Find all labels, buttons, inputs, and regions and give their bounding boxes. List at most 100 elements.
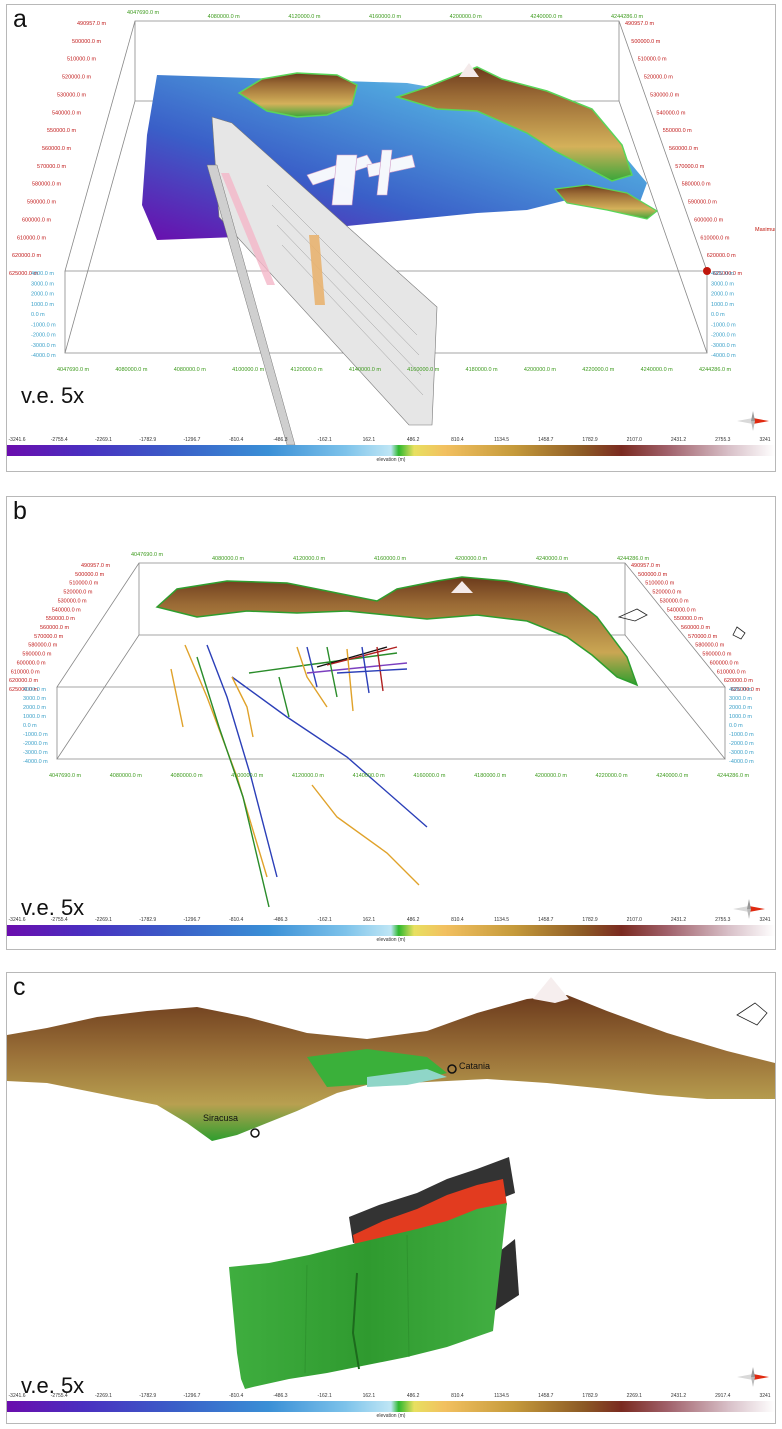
axis-label-top: 4240000.0 m [530,14,563,20]
colorbar-tick: -1296.7 [183,1393,201,1399]
axis-label-left: 540000.0 m [52,607,81,613]
axis-label-right: 590000.0 m [688,200,717,206]
axis-label-depth-right: 4000.0 m [711,271,734,277]
axis-label-left: 520000.0 m [63,590,92,596]
axis-label-right: 570000.0 m [675,164,704,170]
axis-label-left: 490957.0 m [77,21,106,27]
etna-peak-c [533,977,569,1003]
axis-label-left: 610000.0 m [11,669,40,675]
axis-label-depth-right: -3000.0 m [729,750,754,756]
colorbar-tick: 1782.9 [582,437,598,443]
colorbar-tick: 3241 [759,1393,771,1399]
axis-label-right: 530000.0 m [650,92,679,98]
axis-label-left: 580000.0 m [32,182,61,188]
maximum-label: Maximum [755,227,775,233]
axis-label-right: 580000.0 m [695,643,724,649]
axis-label-depth-right: -2000.0 m [711,333,736,339]
axis-label-bottom: 4244286.0 m [717,773,750,779]
colorbar-tick: -2269.1 [94,917,112,923]
axis-label-left: 610000.0 m [17,235,46,241]
axis-label-bottom: 4140000.0 m [349,367,382,373]
colorbar-tick: -486.3 [273,437,288,443]
axis-label-bottom: 4180000.0 m [474,773,507,779]
axis-label-depth-left: 3000.0 m [23,696,46,702]
axis-label-right: 530000.0 m [660,598,689,604]
colorbar-tick: -162.1 [317,917,332,923]
colorbar-tick: 1134.5 [494,917,510,923]
colorbar-tick: 810.4 [451,1393,464,1399]
axis-label-depth-right: 2000.0 m [729,705,752,711]
colorbar-tick: -3241.6 [8,437,26,443]
colorbar-tick: -1782.9 [139,1393,157,1399]
axis-label-left: 570000.0 m [37,164,66,170]
colorbar-tick: -1782.9 [139,917,157,923]
axis-label-top: 4080000.0 m [208,14,241,20]
axis-label-bottom: 4140000.0 m [353,773,386,779]
land-peninsula-a [553,184,659,220]
colorbar-c: -3241.6 -2755.4 -2269.1 -1782.9 -1296.7 -810.… [7,1393,775,1419]
siracusa-marker [250,1128,260,1138]
axis-label-bottom: 4180000.0 m [466,367,499,373]
axis-label-top: 4160000.0 m [374,556,407,562]
axis-label-left: 530000.0 m [58,598,87,604]
axis-label-right: 620000.0 m [724,678,753,684]
axis-label-left: 490957.0 m [81,563,110,569]
axis-label-bottom: 4100000.0 m [232,367,265,373]
colorbar-gradient-c [7,1401,775,1412]
colorbar-tick: -3241.6 [8,1393,26,1399]
colorbar-tick: -3241.6 [8,917,26,923]
colorbar-tick: 1458.7 [538,1393,554,1399]
colorbar-tick: 162.1 [362,437,376,443]
colorbar-tick: -486.3 [273,1393,288,1399]
axis-label-right: 490957.0 m [625,21,654,27]
axis-label-left: 510000.0 m [67,57,96,63]
seismic-transects-a [206,116,438,446]
colorbar-tick: 3241 [759,917,771,923]
axis-label-left: 560000.0 m [42,146,71,152]
axis-label-right: 540000.0 m [656,110,685,116]
islands-outline-b [617,608,746,640]
colorbar-tick: -810.4 [229,917,244,923]
axis-label-top: 4244286.0 m [611,14,644,20]
colorbar-tick: 1458.7 [538,437,554,443]
colorbar-tick: -2269.1 [94,437,112,443]
axis-label-left: 520000.0 m [62,75,91,81]
axis-label-depth-right: 3000.0 m [711,281,734,287]
axis-label-top: 4080000.0 m [212,556,245,562]
axis-label-bottom: 4100000.0 m [231,773,264,779]
colorbar-label-c: elevation (m) [376,1413,406,1419]
colorbar-tick: 486.2 [406,1393,420,1399]
colorbar-tick: -2269.1 [94,1393,112,1399]
maximum-marker [703,267,711,275]
colorbar-tick: 2269.1 [626,1393,642,1399]
colorbar-tick: -162.1 [317,437,332,443]
axis-label-depth-left: 4000.0 m [23,687,46,693]
axis-label-bottom: 4080000.0 m [110,773,143,779]
axis-label-bottom: 4080000.0 m [174,367,207,373]
axis-label-right: 540000.0 m [667,607,696,613]
axis-label-left: 580000.0 m [28,643,57,649]
axis-label-depth-right: -1000.0 m [729,732,754,738]
vertical-exaggeration-c: v.e. 5x [21,1373,85,1398]
axis-label-right: 600000.0 m [710,660,739,666]
axis-label-right: 520000.0 m [652,590,681,596]
colorbar-gradient-b [7,925,775,936]
catania-marker [447,1064,457,1074]
axis-label-left: 500000.0 m [75,572,104,578]
axis-label-right: 610000.0 m [700,235,729,241]
axis-label-bottom: 4047690.0 m [49,773,82,779]
seismic-lines-b [170,644,428,908]
colorbar-tick: -2755.4 [50,917,68,923]
axis-label-right: 620000.0 m [707,253,736,259]
panel-label-c: c [13,973,26,1001]
axis-label-depth-left: -3000.0 m [31,343,56,349]
axis-label-left: 600000.0 m [22,217,51,223]
axis-label-depth-left: 2000.0 m [31,292,54,298]
bounding-box-b [56,562,726,760]
axis-label-depth-left: -1000.0 m [23,732,48,738]
axis-label-depth-left: 2000.0 m [23,705,46,711]
axis-label-depth-left: -2000.0 m [31,333,56,339]
axis-label-right: 550000.0 m [663,128,692,134]
colorbar-tick: 162.1 [362,1393,376,1399]
axis-label-bottom: 4160000.0 m [413,773,446,779]
